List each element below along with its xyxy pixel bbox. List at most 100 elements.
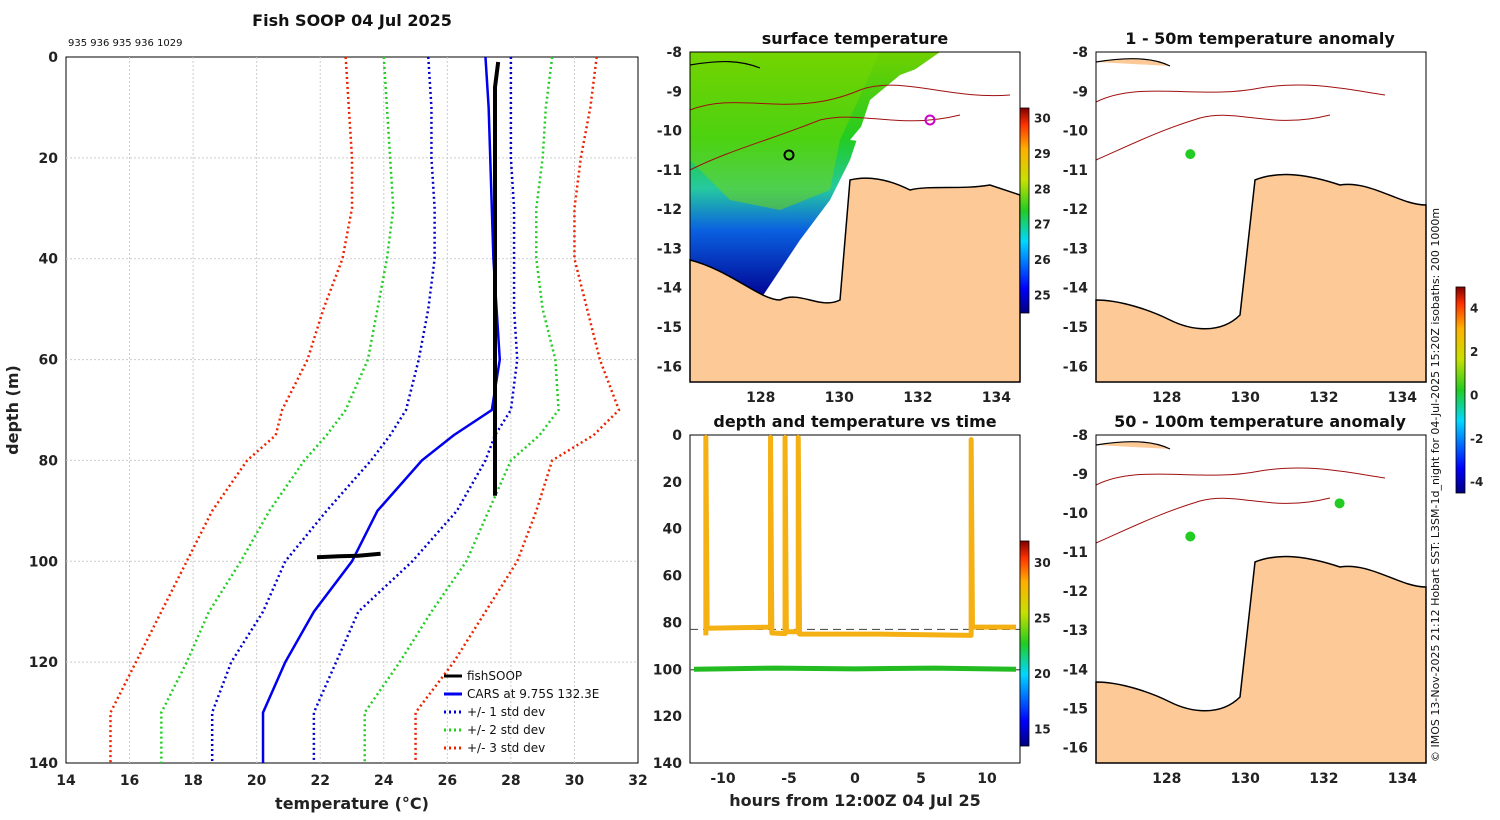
timeseries-x-axis-label: hours from 12:00Z 04 Jul 25 bbox=[729, 791, 980, 810]
timeseries-ytick-label: 60 bbox=[663, 569, 683, 585]
profile-y-axis-label: depth (m) bbox=[3, 365, 22, 455]
anom2-point bbox=[1334, 498, 1345, 509]
profile-ytick-label: 120 bbox=[29, 655, 58, 671]
profile-series-cars bbox=[261, 56, 502, 763]
anom2-ytick-label: -15 bbox=[1063, 701, 1088, 717]
legend-label: +/- 1 std dev bbox=[467, 705, 545, 719]
timeseries-xtick-label: 5 bbox=[916, 771, 926, 787]
profile-xtick-label: 30 bbox=[565, 773, 585, 789]
sst-colorbar-label: 27 bbox=[1034, 218, 1051, 232]
profile-xtick-label: 24 bbox=[374, 773, 394, 789]
timeseries-xtick-label: -10 bbox=[710, 771, 736, 787]
timeseries-ytick-label: 120 bbox=[653, 709, 682, 725]
anom1-isobath-200 bbox=[1095, 84, 1386, 103]
timeseries-colorbar-label: 25 bbox=[1034, 612, 1051, 626]
profile-xtick-label: 26 bbox=[438, 773, 457, 789]
sst-isobath-200 bbox=[689, 84, 1011, 111]
anom2-isobath-1000 bbox=[1095, 497, 1331, 544]
timeseries-bottom-trace bbox=[693, 665, 1017, 672]
timeseries-colorbar-ticks: 15 20 25 30 bbox=[1034, 556, 1051, 736]
timeseries-temperature-trace bbox=[703, 434, 1017, 638]
anom1-ytick-label: -16 bbox=[1063, 359, 1088, 375]
profile-ytick-label: 140 bbox=[29, 756, 58, 772]
anom1-xtick-label: 132 bbox=[1309, 390, 1338, 406]
profile-xtick-label: 14 bbox=[56, 773, 76, 789]
profile-xtick-label: 16 bbox=[120, 773, 139, 789]
sst-land bbox=[689, 177, 1021, 383]
profile-ytick-label: 0 bbox=[48, 50, 58, 66]
profile-ytick-label: 80 bbox=[39, 453, 59, 469]
anom1-ytick-label: -10 bbox=[1063, 124, 1089, 140]
profile-fish-lower bbox=[316, 551, 381, 560]
legend-label: +/- 3 std dev bbox=[467, 741, 545, 755]
sst-xtick-label: 128 bbox=[746, 390, 775, 406]
profile-x-axis-label: temperature (°C) bbox=[275, 794, 429, 813]
anom2-ytick-label: -12 bbox=[1063, 584, 1088, 600]
anom1-axes-box bbox=[1095, 51, 1427, 383]
timeseries-ytick-label: 40 bbox=[663, 522, 683, 538]
anomaly-colorbar-ticks: -4 -2 0 2 4 bbox=[1470, 302, 1483, 489]
sst-ytick-label: -15 bbox=[657, 320, 682, 336]
anomaly-colorbar-label: 4 bbox=[1470, 302, 1478, 316]
anom1-point bbox=[1185, 149, 1196, 160]
anom2-xtick-label: 128 bbox=[1152, 771, 1181, 787]
anom1-xtick-label: 128 bbox=[1152, 390, 1181, 406]
anom2-ytick-label: -8 bbox=[1072, 428, 1088, 444]
profile-series-sd1 bbox=[312, 57, 519, 763]
anom2-xtick-label: 130 bbox=[1231, 771, 1260, 787]
anom2-y-ticks: -8 -9 -10 -11 -12 -13 -14 -15 -16 bbox=[1063, 428, 1089, 756]
profile-series-sd3 bbox=[414, 56, 621, 763]
legend-label: CARS at 9.75S 132.3E bbox=[467, 687, 599, 701]
sst-y-ticks: -8 -9 -10 -11 -12 -13 -14 -15 -16 bbox=[657, 45, 683, 375]
sst-colorbar-ticks: 25 26 27 28 29 30 bbox=[1034, 112, 1051, 303]
timeseries-panel: depth and temperature vs time -10 -5 0 5… bbox=[653, 412, 1051, 810]
anom2-land bbox=[1095, 555, 1427, 764]
profile-ytick-label: 60 bbox=[39, 353, 59, 369]
profile-fish-upper bbox=[493, 61, 501, 496]
sst-ytick-label: -13 bbox=[657, 241, 682, 257]
sst-colorbar-label: 28 bbox=[1034, 182, 1051, 196]
timeseries-xtick-label: 10 bbox=[977, 771, 997, 787]
anomaly-colorbar-label: -2 bbox=[1470, 432, 1483, 446]
anom1-ytick-label: -13 bbox=[1063, 241, 1088, 257]
profile-series-sd2 bbox=[160, 56, 395, 763]
profile-ids-text: 935 936 935 936 1029 bbox=[68, 38, 183, 49]
profile-xtick-label: 22 bbox=[310, 773, 329, 789]
timeseries-colorbar-label: 20 bbox=[1034, 667, 1051, 681]
sst-ytick-label: -8 bbox=[666, 45, 682, 61]
timeseries-colorbar bbox=[1019, 540, 1030, 747]
sst-isobath-1000 bbox=[689, 114, 961, 171]
timeseries-ytick-label: 100 bbox=[653, 662, 682, 678]
timeseries-xtick-label: -5 bbox=[781, 771, 797, 787]
profile-title: Fish SOOP 04 Jul 2025 bbox=[252, 11, 452, 30]
sst-ytick-label: -11 bbox=[657, 163, 682, 179]
profile-x-ticks: 14 16 18 20 22 24 26 28 30 32 bbox=[56, 773, 647, 789]
sst-island-coast bbox=[689, 60, 761, 69]
profile-panel: Fish SOOP 04 Jul 2025 935 936 935 936 10… bbox=[3, 11, 648, 813]
anom1-land bbox=[1095, 173, 1427, 383]
anom2-ytick-label: -13 bbox=[1063, 623, 1088, 639]
timeseries-ytick-label: 140 bbox=[653, 756, 682, 772]
profile-series bbox=[109, 56, 621, 763]
sst-ytick-label: -9 bbox=[666, 84, 682, 100]
profile-xtick-label: 28 bbox=[501, 773, 520, 789]
profile-ytick-label: 20 bbox=[39, 151, 59, 167]
legend-label: fishSOOP bbox=[467, 669, 522, 683]
anom1-panel: 1 - 50m temperature anomaly 128 130 132 … bbox=[1063, 29, 1427, 406]
anomaly-colorbar bbox=[1455, 286, 1466, 494]
anom2-x-ticks: 128 130 132 134 bbox=[1152, 771, 1417, 787]
anom1-ytick-label: -12 bbox=[1063, 202, 1088, 218]
timeseries-x-ticks: -10 -5 0 5 10 bbox=[710, 771, 997, 787]
sst-colorbar-label: 29 bbox=[1034, 147, 1051, 161]
anom2-ytick-label: -16 bbox=[1063, 740, 1088, 756]
anom1-isobath-1000 bbox=[1095, 114, 1331, 161]
sst-warm-region bbox=[690, 52, 880, 210]
anom2-ytick-label: -10 bbox=[1063, 506, 1089, 522]
timeseries-ytick-label: 0 bbox=[672, 428, 682, 444]
profile-series-sd1 bbox=[210, 56, 436, 763]
sst-colorbar-label: 25 bbox=[1034, 288, 1051, 302]
anom2-xtick-label: 134 bbox=[1388, 771, 1417, 787]
anom1-xtick-label: 134 bbox=[1388, 390, 1417, 406]
legend-label: +/- 2 std dev bbox=[467, 723, 545, 737]
